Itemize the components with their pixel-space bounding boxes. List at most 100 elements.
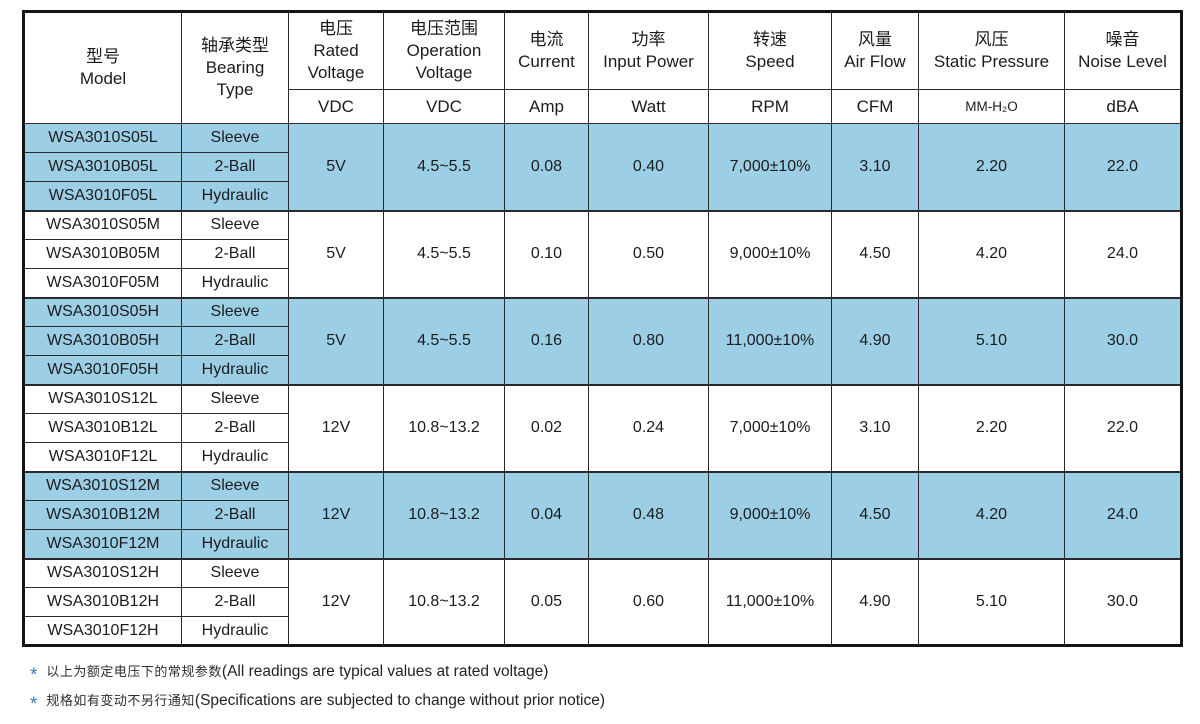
- col-header-current: 电流 Current: [504, 11, 589, 90]
- footnotes: * 以上为额定电压下的常规参数(All readings are typical …: [30, 660, 1200, 715]
- model-cell: WSA3010S05H: [23, 296, 182, 327]
- operation-voltage-cell: 4.5~5.5: [383, 296, 505, 385]
- col-header-model-cjk: 型号: [86, 47, 120, 67]
- model-cell: WSA3010B12L: [23, 413, 182, 443]
- col-header-rated-voltage-en2: Voltage: [307, 62, 365, 82]
- col-header-current-en: Current: [518, 52, 575, 71]
- footnote-cjk-text: 以上为额定电压下的常规参数: [46, 664, 222, 679]
- static-pressure-cell: 5.10: [918, 296, 1065, 385]
- col-header-speed-cjk: 转速: [753, 30, 787, 50]
- footnote-cjk-text: 规格如有变动不另行通知: [46, 693, 195, 708]
- model-cell: WSA3010B05M: [23, 239, 182, 269]
- model-cell: WSA3010S12M: [23, 470, 182, 501]
- table-row: WSA3010S12L Sleeve 12V 10.8~13.2 0.02 0.…: [23, 383, 1182, 472]
- speed-cell: 11,000±10%: [708, 296, 832, 385]
- col-header-noise-level-cjk: 噪音: [1105, 30, 1140, 50]
- air-flow-cell: 4.90: [831, 557, 919, 646]
- table-row: WSA3010S12M Sleeve 12V 10.8~13.2 0.04 0.…: [23, 470, 1182, 559]
- model-cell: WSA3010F12L: [23, 442, 182, 472]
- table-row: WSA3010F05M Hydraulic: [23, 268, 1182, 298]
- asterisk-icon: *: [30, 665, 38, 686]
- table-row: WSA3010B05M 2-Ball: [23, 239, 1182, 269]
- model-cell: WSA3010B12M: [23, 500, 182, 530]
- unit-noise-level: dBA: [1064, 89, 1182, 124]
- table-row: WSA3010B12H 2-Ball: [23, 587, 1182, 617]
- noise-cell: 24.0: [1064, 209, 1182, 298]
- static-pressure-cell: 2.20: [918, 383, 1065, 472]
- input-power-cell: 0.40: [588, 123, 709, 211]
- table-row: WSA3010S05L Sleeve 5V 4.5~5.5 0.08 0.40 …: [23, 123, 1182, 211]
- input-power-cell: 0.80: [588, 296, 709, 385]
- col-header-operation-voltage-en1: Operation: [406, 41, 482, 61]
- air-flow-cell: 4.90: [831, 296, 919, 385]
- model-cell: WSA3010F05M: [23, 268, 182, 298]
- col-header-bearing-type: 轴承类型 Bearing Type: [181, 11, 289, 124]
- col-header-static-pressure-en: Static Pressure: [933, 52, 1050, 71]
- noise-cell: 30.0: [1064, 296, 1182, 385]
- unit-rated-voltage: VDC: [288, 89, 384, 124]
- col-header-model-en: Model: [79, 69, 127, 88]
- unit-input-power: Watt: [588, 89, 709, 124]
- model-cell: WSA3010F05H: [23, 355, 182, 385]
- air-flow-cell: 3.10: [831, 383, 919, 472]
- table-row: WSA3010B05L 2-Ball: [23, 152, 1182, 182]
- col-header-bearing-en1: Bearing: [205, 58, 265, 78]
- voltage-cell: 5V: [288, 209, 384, 298]
- speed-cell: 7,000±10%: [708, 383, 832, 472]
- bearing-cell: Sleeve: [181, 470, 289, 501]
- air-flow-cell: 4.50: [831, 470, 919, 559]
- table-row: WSA3010F05H Hydraulic: [23, 355, 1182, 385]
- model-cell: WSA3010F05L: [23, 181, 182, 211]
- asterisk-icon: *: [30, 694, 38, 715]
- bearing-cell: Hydraulic: [181, 181, 289, 211]
- air-flow-cell: 4.50: [831, 209, 919, 298]
- static-pressure-cell: 2.20: [918, 123, 1065, 211]
- bearing-cell: 2-Ball: [181, 500, 289, 530]
- col-header-input-power-en: Input Power: [603, 52, 694, 71]
- col-header-rated-voltage: 电压 Rated Voltage: [288, 11, 384, 90]
- table-row: WSA3010B05H 2-Ball: [23, 326, 1182, 356]
- bearing-cell: 2-Ball: [181, 587, 289, 617]
- input-power-cell: 0.24: [588, 383, 709, 472]
- unit-current: Amp: [504, 89, 589, 124]
- bearing-cell: 2-Ball: [181, 239, 289, 269]
- model-cell: WSA3010F12H: [23, 616, 182, 646]
- model-cell: WSA3010B05H: [23, 326, 182, 356]
- unit-air-flow: CFM: [831, 89, 919, 124]
- noise-cell: 30.0: [1064, 557, 1182, 646]
- model-cell: WSA3010S05L: [23, 123, 182, 153]
- unit-operation-voltage: VDC: [383, 89, 505, 124]
- col-header-air-flow: 风量 Air Flow: [831, 11, 919, 90]
- col-header-speed: 转速 Speed: [708, 11, 832, 90]
- table-row: WSA3010F12H Hydraulic: [23, 616, 1182, 646]
- current-cell: 0.08: [504, 123, 589, 211]
- col-header-noise-level-en: Noise Level: [1078, 52, 1167, 71]
- speed-cell: 7,000±10%: [708, 123, 832, 211]
- operation-voltage-cell: 10.8~13.2: [383, 383, 505, 472]
- footnote-en-text: (All readings are typical values at rate…: [221, 663, 549, 680]
- col-header-operation-voltage-en2: Voltage: [415, 62, 473, 82]
- model-cell: WSA3010F12M: [23, 529, 182, 559]
- model-cell: WSA3010S12L: [23, 383, 182, 414]
- table-row: WSA3010F12L Hydraulic: [23, 442, 1182, 472]
- bearing-cell: Hydraulic: [181, 442, 289, 472]
- current-cell: 0.04: [504, 470, 589, 559]
- bearing-cell: Sleeve: [181, 123, 289, 153]
- fan-spec-table: 型号 Model 轴承类型 Bearing Type 电压 Rated Volt…: [22, 10, 1183, 647]
- voltage-cell: 5V: [288, 296, 384, 385]
- operation-voltage-cell: 10.8~13.2: [383, 470, 505, 559]
- col-header-operation-voltage-cjk: 电压范围: [410, 19, 478, 39]
- col-header-input-power-cjk: 功率: [631, 30, 666, 50]
- col-header-model: 型号 Model: [23, 11, 182, 124]
- footnote-rated-voltage: * 以上为额定电压下的常规参数(All readings are typical …: [30, 660, 1200, 686]
- bearing-cell: 2-Ball: [181, 413, 289, 443]
- footnote-en-text: (Specifications are subjected to change …: [194, 692, 606, 709]
- current-cell: 0.16: [504, 296, 589, 385]
- voltage-cell: 5V: [288, 123, 384, 211]
- noise-cell: 24.0: [1064, 470, 1182, 559]
- col-header-air-flow-en: Air Flow: [844, 52, 906, 71]
- input-power-cell: 0.48: [588, 470, 709, 559]
- bearing-cell: Sleeve: [181, 383, 289, 414]
- units-row: VDC VDC Amp Watt RPM CFM MM-H₂O dBA: [24, 89, 1182, 124]
- col-header-rated-voltage-cjk: 电压: [319, 19, 353, 39]
